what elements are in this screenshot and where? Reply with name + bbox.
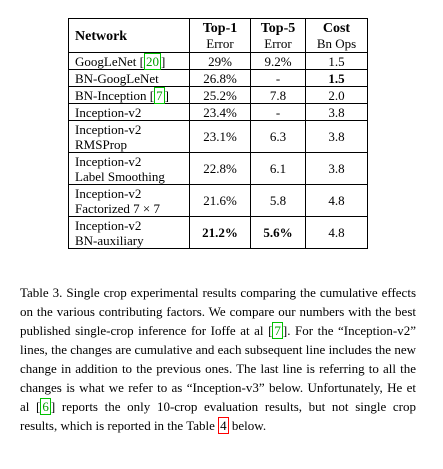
table-row: Inception-v2 BN-auxiliary 21.2% 5.6% 4.8 — [69, 217, 368, 249]
header-top5-title: Top-5 — [257, 21, 299, 36]
cell-cost: 3.8 — [306, 153, 368, 185]
cell-top1: 21.2% — [190, 217, 251, 249]
network-name-line: Inception-v2 — [75, 218, 183, 233]
table-row: BN-GoogLeNet 26.8% -1.5 — [69, 70, 368, 87]
results-table: Network Top-1 Error Top-5 Error Cost Bn … — [68, 18, 368, 249]
cell-top1: 23.1% — [190, 121, 251, 153]
cell-top1: 26.8% — [190, 70, 251, 87]
cell-top5: 7.8 — [251, 87, 306, 104]
citation-link-6[interactable]: 6 — [40, 398, 51, 415]
table-caption: Table 3. Single crop experimental result… — [20, 283, 416, 435]
network-name-line: Inception-v2 — [75, 186, 183, 201]
network-name-line: RMSProp — [75, 137, 183, 152]
network-name-line: Label Smoothing — [75, 169, 183, 184]
table-header-row: Network Top-1 Error Top-5 Error Cost Bn … — [69, 19, 368, 53]
cell-cost: 3.8 — [306, 121, 368, 153]
network-name-line: Inception-v2 — [75, 122, 183, 137]
network-name-line: Inception-v2 — [75, 154, 183, 169]
cell-network: Inception-v2 Label Smoothing — [69, 153, 190, 185]
cell-top5: 9.2% — [251, 53, 306, 70]
table-row: Inception-v2 Factorized 7 × 7 21.6% 5.8 4.8 — [69, 185, 368, 217]
network-name-line: Factorized 7 × 7 — [75, 201, 183, 216]
cell-top5: - — [251, 70, 306, 87]
table-body: GoogLeNet [20] 29% 9.2% 1.5 BN-GoogLeNet 26.8… — [69, 53, 368, 249]
cell-top5: 5.8 — [251, 185, 306, 217]
cell-cost: 4.8 — [306, 185, 368, 217]
table-row: Inception-v2 RMSProp 23.1% 6.3 3.8 — [69, 121, 368, 153]
cell-network: BN-Inception [7] — [69, 87, 190, 104]
cell-top5: - — [251, 104, 306, 121]
cell-network: GoogLeNet [20] — [69, 53, 190, 70]
table-row: GoogLeNet [20] 29% 9.2% 1.5 — [69, 53, 368, 70]
cell-cost: 1.5 — [306, 53, 368, 70]
cell-cost: 4.8 — [306, 217, 368, 249]
header-top1: Top-1 Error — [190, 19, 251, 53]
cell-top5: 6.1 — [251, 153, 306, 185]
cell-cost: 3.8 — [306, 104, 368, 121]
cell-top1: 29% — [190, 53, 251, 70]
cell-top5: 6.3 — [251, 121, 306, 153]
table-row: BN-Inception [7] 25.2% 7.8 2.0 — [69, 87, 368, 104]
cell-cost: 2.0 — [306, 87, 368, 104]
cell-network: Inception-v2 — [69, 104, 190, 121]
network-name-line: BN-Inception — [75, 88, 146, 103]
cell-cost: 1.5 — [306, 70, 368, 87]
header-network: Network — [69, 19, 190, 53]
table-row: Inception-v2 Label Smoothing 22.8% 6.1 3.8 — [69, 153, 368, 185]
table-row: Inception-v2 23.4% -3.8 — [69, 104, 368, 121]
header-top5: Top-5 Error — [251, 19, 306, 53]
header-cost-sub: Bn Ops — [312, 36, 361, 51]
header-top1-sub: Error — [196, 36, 244, 51]
network-name-line: Inception-v2 — [75, 105, 141, 120]
caption-label: Table 3. — [20, 285, 62, 300]
cell-top1: 22.8% — [190, 153, 251, 185]
header-cost: Cost Bn Ops — [306, 19, 368, 53]
header-cost-title: Cost — [312, 21, 361, 36]
cell-network: Inception-v2 BN-auxiliary — [69, 217, 190, 249]
cell-network: BN-GoogLeNet — [69, 70, 190, 87]
network-name-line: BN-auxiliary — [75, 233, 183, 248]
table-link-4[interactable]: 4 — [218, 417, 229, 434]
cell-top1: 23.4% — [190, 104, 251, 121]
citation-link-7[interactable]: 7 — [272, 322, 283, 339]
cell-network: Inception-v2 Factorized 7 × 7 — [69, 185, 190, 217]
header-top5-sub: Error — [257, 36, 299, 51]
network-name-line: BN-GoogLeNet — [75, 71, 159, 86]
cell-top5: 5.6% — [251, 217, 306, 249]
header-top1-title: Top-1 — [196, 21, 244, 36]
caption-text-4: below. — [229, 418, 266, 433]
citation-link[interactable]: 7 — [154, 87, 165, 104]
network-name-line: GoogLeNet — [75, 54, 136, 69]
cell-top1: 25.2% — [190, 87, 251, 104]
cell-network: Inception-v2 RMSProp — [69, 121, 190, 153]
citation-link[interactable]: 20 — [144, 53, 161, 70]
cell-top1: 21.6% — [190, 185, 251, 217]
